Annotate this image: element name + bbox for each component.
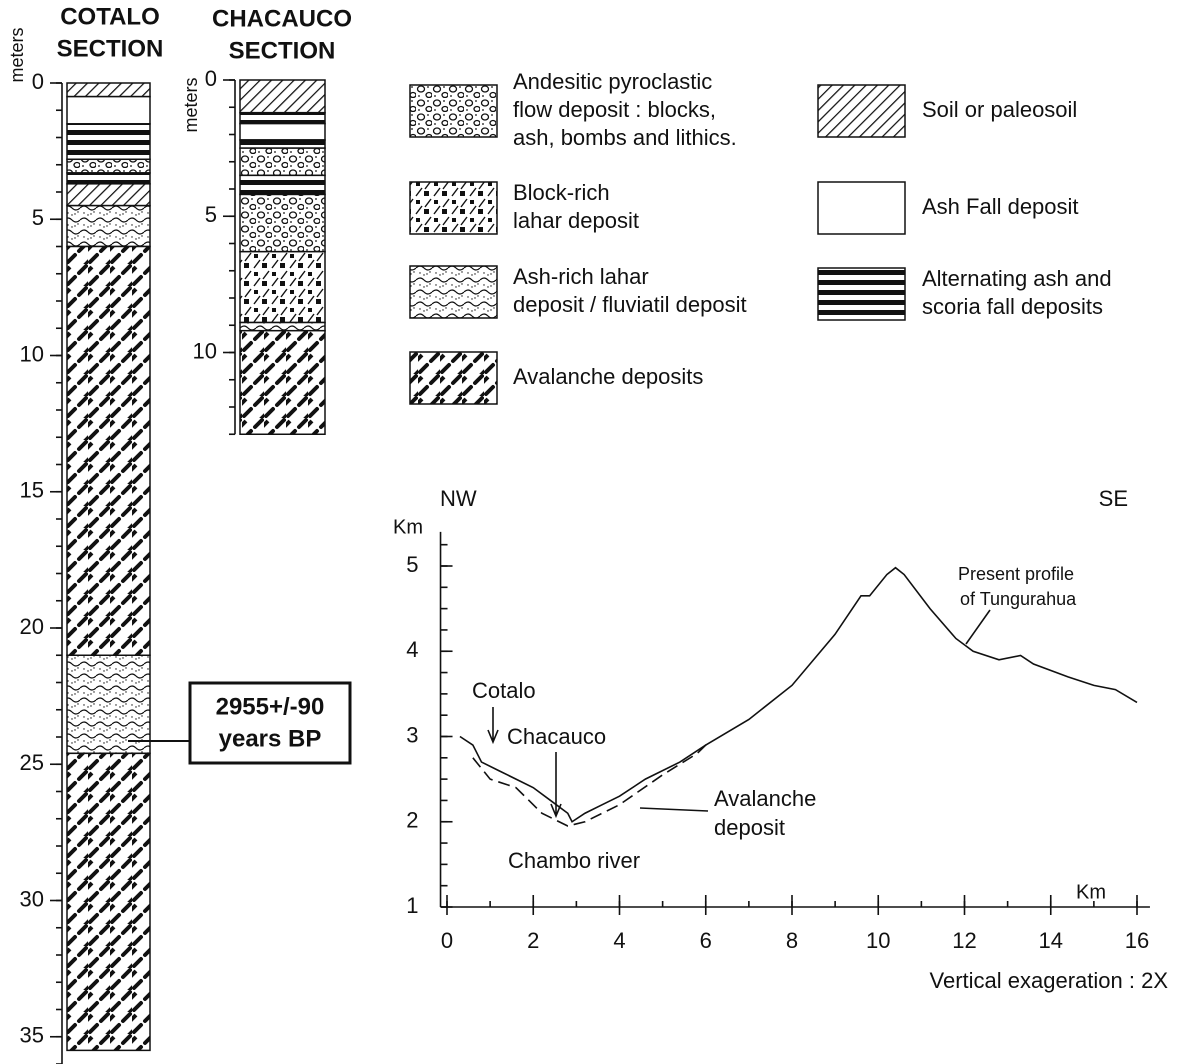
layer [240,80,325,113]
tick-label: 20 [20,614,44,639]
date-text: 2955+/-90 [216,693,325,720]
tick-label: 5 [406,552,418,577]
legend-swatch [410,85,497,137]
tick-label: 35 [20,1023,44,1048]
tick-label: 4 [406,637,418,662]
legend-swatch [410,182,497,234]
layer [67,655,150,753]
date-text: years BP [219,725,322,752]
layer [67,159,150,173]
annotation: Cotalo [472,678,536,703]
column-title: COTALO [60,3,160,30]
column-title: SECTION [229,37,336,64]
layer [67,247,150,656]
column-title: SECTION [57,35,164,62]
legend-swatch [818,268,905,320]
direction-label: NW [440,486,477,511]
tick-label: 3 [406,722,418,747]
tick-label: 10 [20,341,44,366]
tick-label: 0 [205,66,217,91]
legend-label: Soil or paleosoil [922,97,1077,122]
figure: COTALOSECTIONmeters05101520253035CHACAUC… [0,0,1180,1064]
layer [67,753,150,1050]
direction-label: SE [1099,486,1128,511]
layer [240,124,325,140]
legend-label: Alternating ash and [922,266,1112,291]
tick-label: 30 [20,886,44,911]
layer [67,173,150,184]
tick-label: 2 [527,928,539,953]
note: Vertical exageration : 2X [930,968,1169,993]
tick-label: 8 [786,928,798,953]
tick-label: 0 [32,69,44,94]
legend-label: flow deposit : blocks, [513,97,716,122]
legend-label: deposit / fluviatil deposit [513,292,747,317]
annotation: of Tungurahua [960,589,1077,609]
tick-label: 12 [952,928,976,953]
layer [67,206,150,247]
legend-swatch [410,352,497,404]
tick-label: 0 [441,928,453,953]
layer [67,124,150,159]
layer [240,113,325,124]
legend-label: lahar deposit [513,208,639,233]
layer [240,148,325,175]
axis-label: meters [181,77,201,132]
annotation: Present profile [958,564,1074,584]
tick-label: 5 [205,202,217,227]
arrow [488,707,498,742]
tick-label: 1 [406,893,418,918]
legend-label: scoria fall deposits [922,294,1103,319]
tick-label: 10 [866,928,890,953]
layer [240,194,325,251]
tick-label: 5 [32,205,44,230]
annotation: deposit [714,815,785,840]
legend-label: Block-rich [513,180,610,205]
legend-label: Andesitic pyroclastic [513,69,712,94]
tick-label: 2 [406,808,418,833]
layer [240,175,325,194]
legend-label: Ash-rich lahar [513,264,649,289]
leader [966,610,990,644]
y-axis-label: Km [393,516,423,538]
annotation: Chacauco [507,724,606,749]
column-title: CHACAUCO [212,5,352,32]
layer [240,252,325,323]
tick-label: 10 [193,338,217,363]
profile-line [473,741,710,826]
legend-swatch [818,182,905,234]
tick-label: 15 [20,478,44,503]
layer [67,184,150,206]
legend-label: Ash Fall deposit [922,194,1079,219]
tick-label: 14 [1039,928,1063,953]
layer [67,83,150,97]
tick-label: 4 [613,928,625,953]
layer [240,331,325,435]
layer [240,140,325,148]
tick-label: 6 [700,928,712,953]
tick-label: 25 [20,750,44,775]
leader [640,808,708,811]
x-axis-label: Km [1076,881,1106,903]
legend-label: Avalanche deposits [513,364,703,389]
axis-label: meters [7,27,27,82]
layer [67,97,150,124]
legend-swatch [818,85,905,137]
tick-label: 16 [1125,928,1149,953]
legend-swatch [410,266,497,318]
annotation: Chambo river [508,848,640,873]
annotation: Avalanche [714,786,816,811]
layer [240,323,325,331]
legend-label: ash, bombs and lithics. [513,125,737,150]
